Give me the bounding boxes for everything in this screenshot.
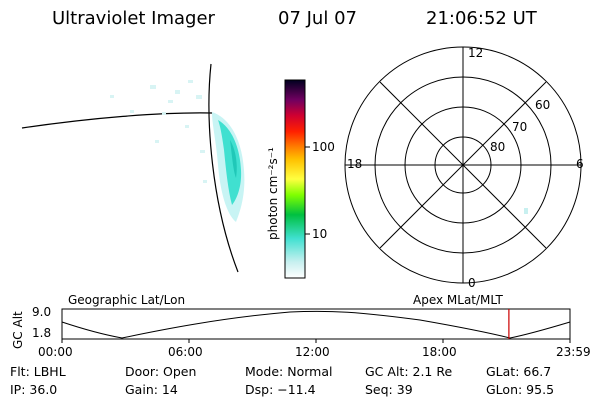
- timeline-y-tick-bottom: 1.8: [32, 326, 52, 340]
- timeline-left-label: Geographic Lat/Lon: [68, 293, 186, 307]
- altitude-curve: [61, 310, 571, 339]
- sequence-value: Seq: 39: [365, 382, 413, 397]
- timeline-x-tick-0600: 06:00: [168, 345, 203, 359]
- scattered-emission: [110, 80, 207, 183]
- geographic-latitude-value: GLat: 66.7: [486, 364, 552, 379]
- polar-emission-spot: [524, 208, 528, 214]
- lat-label-70: 70: [512, 120, 528, 134]
- lat-label-80: 80: [490, 140, 506, 154]
- mlt-label-18: 18: [347, 157, 363, 171]
- timeline-y-tick-top: 9.0: [32, 305, 52, 319]
- lat-label-60: 60: [535, 98, 551, 112]
- door-value: Door: Open: [125, 364, 197, 379]
- timeline-x-tick-2359: 23:59: [556, 345, 591, 359]
- gain-value: Gain: 14: [125, 382, 178, 397]
- timeline-right-label: Apex MLat/MLT: [413, 293, 503, 307]
- geographic-longitude-value: GLon: 95.5: [486, 382, 555, 397]
- gc-altitude-value: GC Alt: 2.1 Re: [365, 364, 453, 379]
- mlt-label-0: 0: [468, 276, 476, 290]
- timeline-x-tick-1800: 18:00: [422, 345, 457, 359]
- mlt-label-6: 6: [576, 157, 584, 171]
- colorbar-tick-10: 10: [312, 227, 328, 241]
- instrument-title: Ultraviolet Imager: [52, 8, 215, 29]
- aurora-emission: [212, 112, 245, 222]
- timeline-y-title: GC Alt: [11, 311, 25, 349]
- time-label: 21:06:52 UT: [426, 8, 537, 29]
- ip-value: IP: 36.0: [10, 382, 58, 397]
- filter-value: Flt: LBHL: [10, 364, 66, 379]
- timeline-x-tick-1200: 12:00: [295, 345, 330, 359]
- date-label: 07 Jul 07: [278, 8, 357, 29]
- colorbar-tick-100: 100: [312, 140, 335, 154]
- mlt-label-12: 12: [468, 46, 484, 60]
- dsp-value: Dsp: −11.4: [245, 382, 316, 397]
- timeline-x-tick-0000: 00:00: [38, 345, 73, 359]
- mode-value: Mode: Normal: [245, 364, 333, 379]
